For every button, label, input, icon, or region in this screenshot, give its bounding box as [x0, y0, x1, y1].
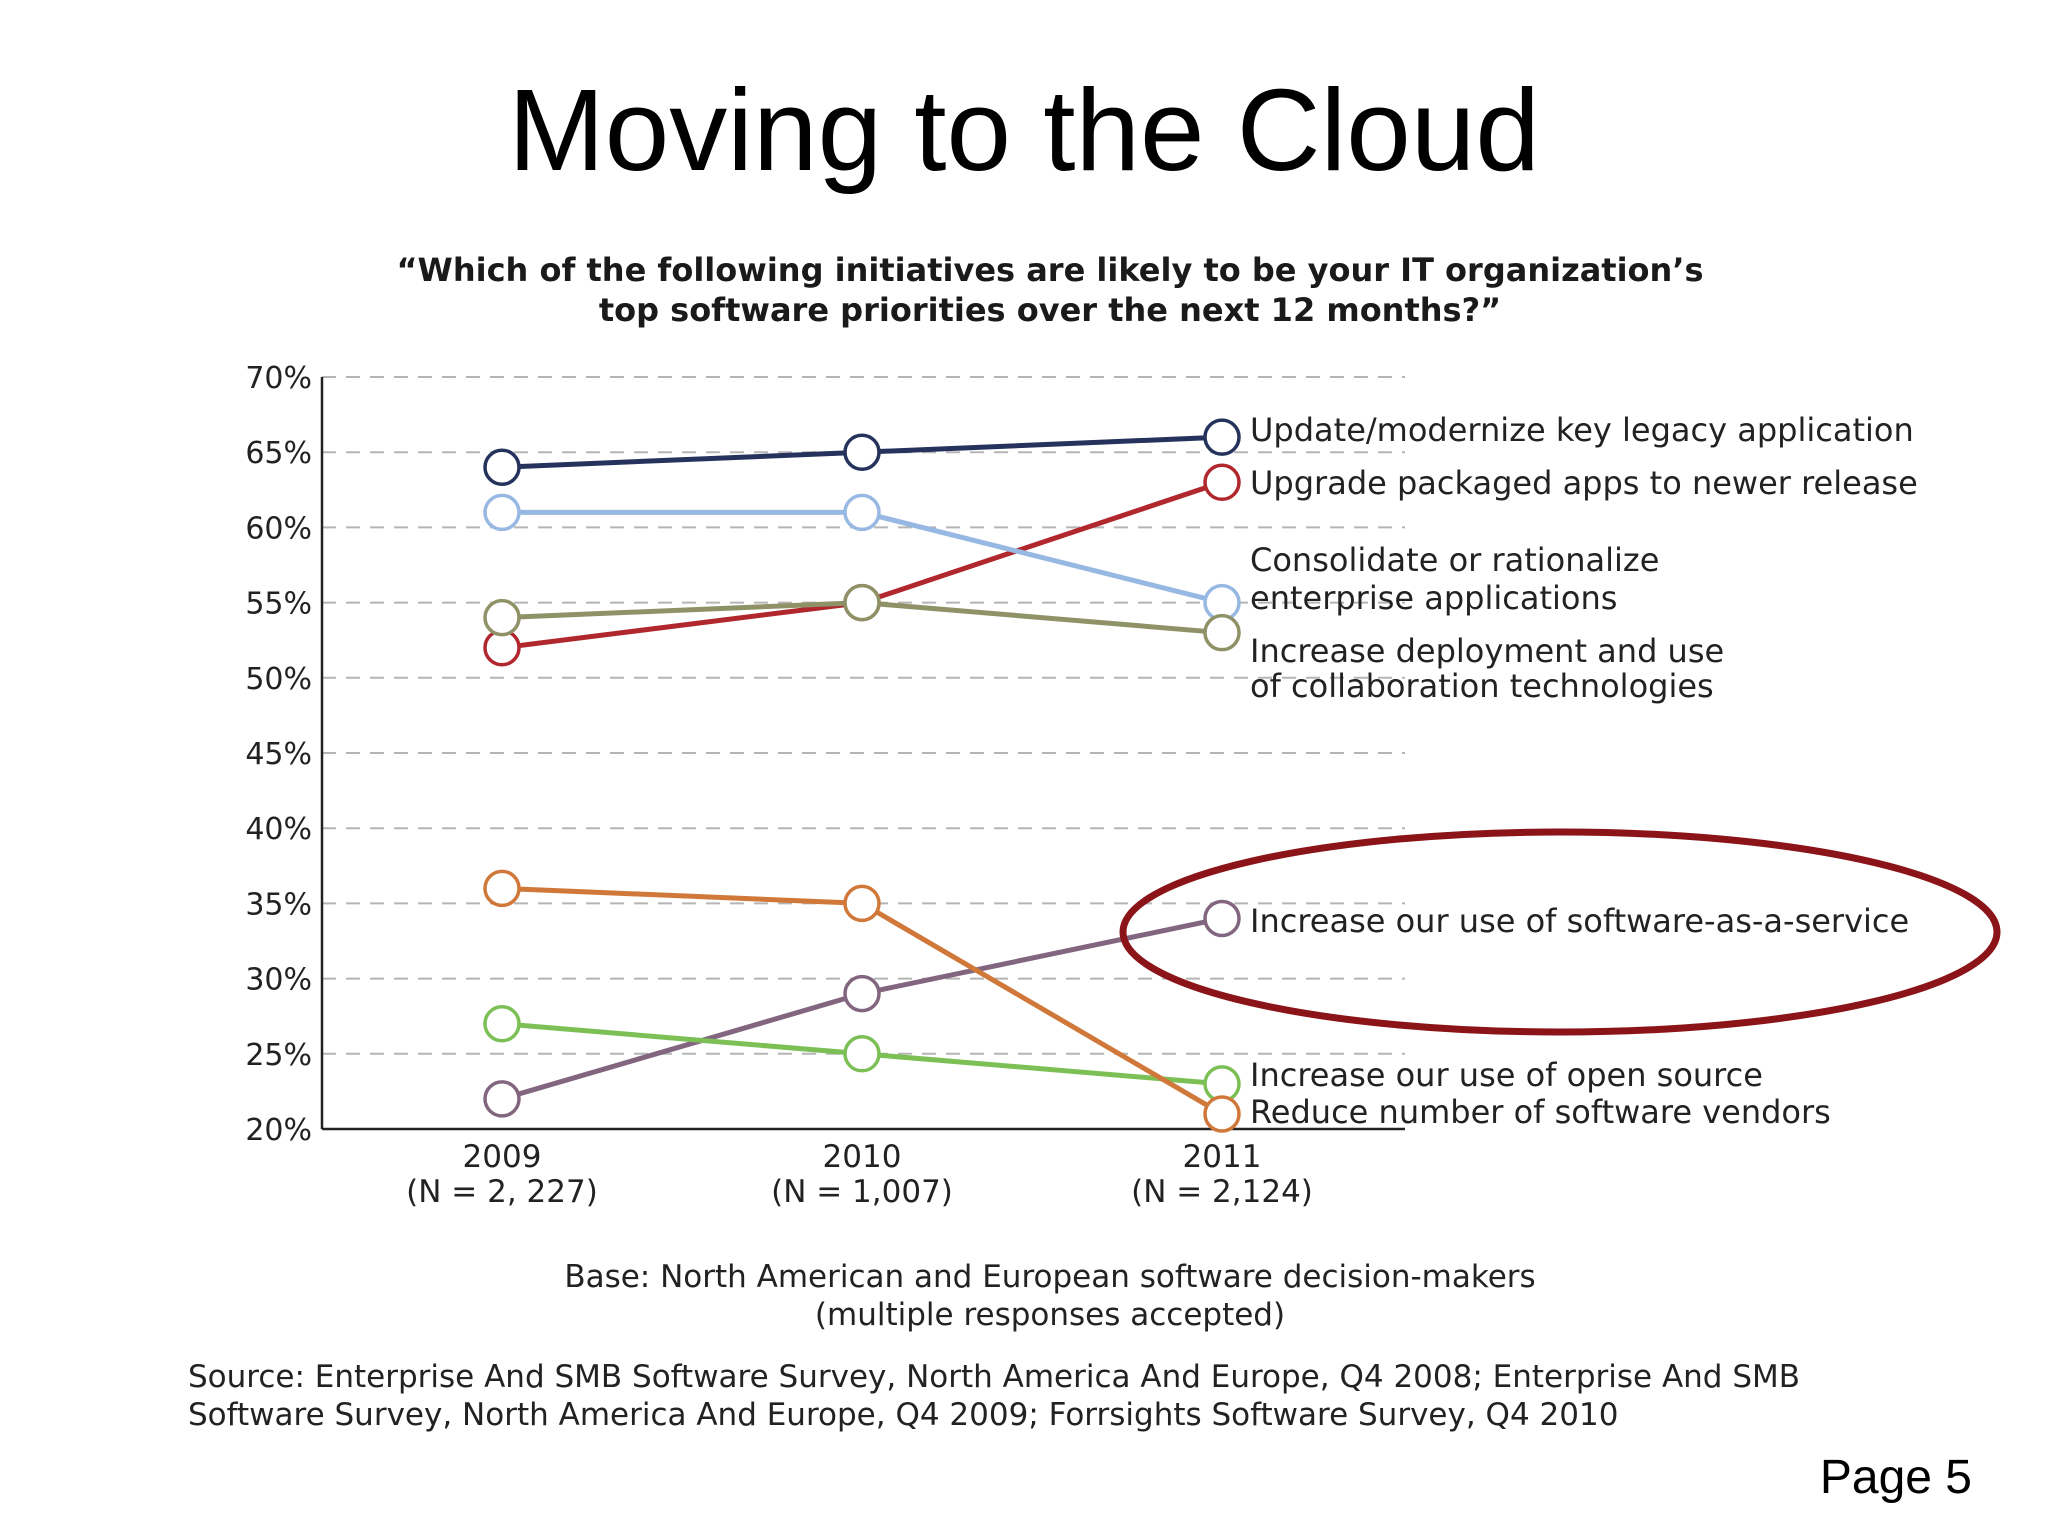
page-number: Page 5: [1819, 1451, 1972, 1504]
data-point: [843, 884, 881, 923]
series-label: Upgrade packaged apps to newer release: [1250, 464, 1918, 502]
chart-question-line2: top software priorities over the next 12…: [598, 291, 1502, 329]
data-point: [483, 1080, 521, 1118]
series-label: Reduce number of software vendors: [1250, 1093, 1831, 1131]
data-point: [1203, 1095, 1241, 1133]
data-point: [1203, 418, 1241, 456]
series-label: of collaboration technologies: [1250, 667, 1714, 705]
data-point: [843, 974, 881, 1013]
data-point: [1203, 463, 1241, 502]
y-tick-label: 55%: [245, 587, 312, 622]
data-point: [483, 493, 521, 532]
base-note-line1: Base: North American and European softwa…: [564, 1259, 1536, 1295]
data-point: [1203, 613, 1241, 652]
data-point: [843, 583, 881, 622]
data-point: [843, 1035, 881, 1073]
data-point: [483, 448, 521, 486]
data-point: [483, 1004, 521, 1043]
chart-question: “Which of the following initiatives are …: [300, 250, 1800, 330]
source-note-line1: Source: Enterprise And SMB Software Surv…: [188, 1359, 1801, 1395]
data-point: [843, 433, 881, 471]
y-tick-label: 20%: [245, 1113, 312, 1148]
y-tick-label: 50%: [245, 662, 312, 697]
base-note-line2: (multiple responses accepted): [814, 1297, 1286, 1333]
data-point: [483, 598, 521, 637]
series-label: Increase our use of open source: [1250, 1056, 1763, 1094]
y-tick-label: 25%: [245, 1038, 312, 1073]
y-tick-label: 35%: [245, 887, 312, 922]
y-tick-label: 70%: [245, 361, 312, 396]
series-label: enterprise applications: [1250, 579, 1617, 617]
y-tick-label: 65%: [245, 436, 312, 471]
series-label: Increase deployment and use: [1250, 632, 1724, 670]
y-tick-label: 60%: [245, 511, 312, 546]
series-label: Increase our use of software-as-a-servic…: [1250, 902, 1909, 940]
x-tick-sublabel: (N = 2,124): [1131, 1174, 1313, 1210]
data-point: [1203, 899, 1241, 938]
y-tick-label: 30%: [245, 963, 312, 998]
chart-question-line1: “Which of the following initiatives are …: [396, 251, 1704, 289]
x-tick-label: 2011: [1183, 1139, 1262, 1175]
source-note-line2: Software Survey, North America And Europ…: [188, 1397, 1619, 1433]
series-label: Consolidate or rationalize: [1250, 541, 1659, 579]
highlight-ellipse: [1119, 828, 2001, 1036]
y-tick-label: 40%: [245, 812, 312, 847]
source-note: Source: Enterprise And SMB Software Surv…: [188, 1358, 1888, 1434]
series-label: Update/modernize key legacy application: [1250, 411, 1914, 449]
base-note: Base: North American and European softwa…: [400, 1258, 1700, 1334]
data-point: [843, 493, 881, 532]
x-tick-sublabel: (N = 1,007): [771, 1174, 953, 1210]
y-tick-label: 45%: [245, 737, 312, 772]
x-tick-label: 2009: [463, 1139, 542, 1175]
slide-title: Moving to the Cloud: [508, 65, 1540, 195]
data-point: [483, 869, 521, 908]
x-tick-label: 2010: [823, 1139, 902, 1175]
x-tick-sublabel: (N = 2, 227): [406, 1174, 598, 1210]
